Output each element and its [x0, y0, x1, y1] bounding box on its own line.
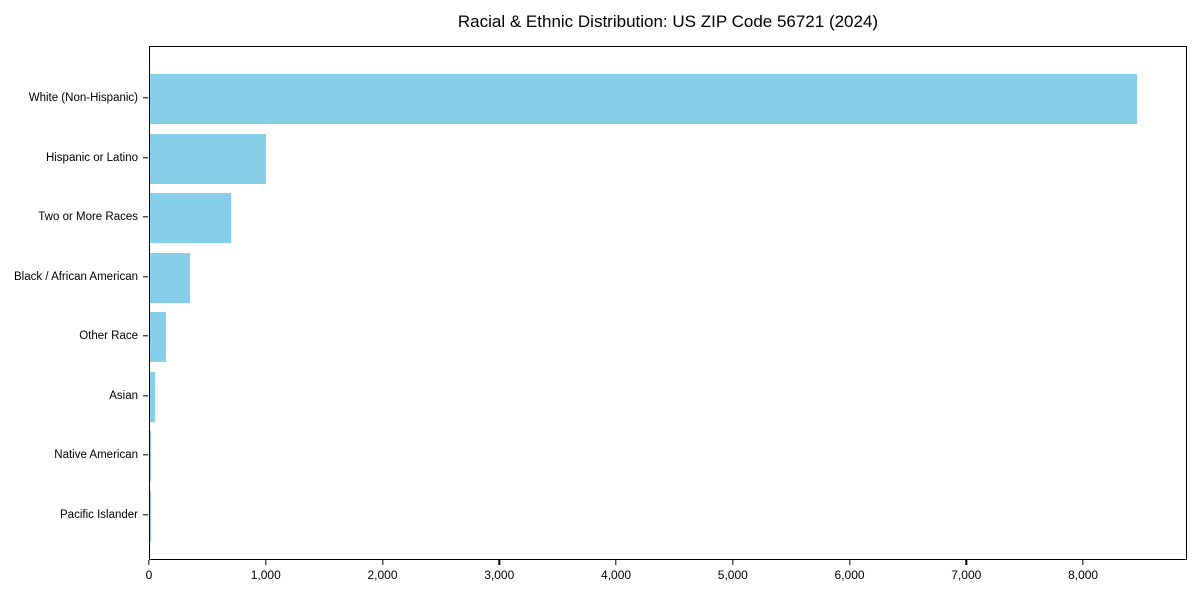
bar	[150, 371, 156, 422]
y-tick-label: Pacific Islander	[60, 508, 138, 521]
y-tick-mark	[143, 275, 148, 278]
y-tick-label: Black / African American	[14, 270, 138, 283]
x-tick-label: 4,000	[601, 568, 632, 582]
y-tick-label: Asian	[109, 389, 138, 402]
bar	[150, 133, 266, 184]
y-tick-mark	[143, 513, 148, 516]
y-tick-mark	[143, 335, 148, 337]
y-tick-label: Hispanic or Latino	[45, 151, 138, 164]
x-tick-mark	[848, 560, 851, 565]
y-tick-mark	[143, 156, 148, 159]
x-tick-label: 5,000	[717, 568, 748, 582]
x-tick-label: 8,000	[1068, 568, 1099, 582]
bar	[150, 193, 232, 243]
x-tick-mark	[965, 560, 968, 565]
x-tick-mark	[498, 560, 500, 565]
chart-title: Racial & Ethnic Distribution: US ZIP Cod…	[457, 12, 879, 31]
y-tick-label: Two or More Races	[38, 211, 138, 223]
plot-area	[149, 46, 1187, 560]
x-tick-mark	[265, 560, 267, 565]
y-tick-mark	[143, 454, 148, 456]
y-tick-label: White (Non-Hispanic)	[28, 92, 138, 104]
x-tick-mark	[381, 560, 384, 565]
x-tick-label: 2,000	[367, 568, 398, 582]
y-tick-label: Other Race	[79, 330, 138, 342]
x-tick-label: 3,000	[484, 568, 515, 582]
bar	[150, 431, 152, 481]
y-tick-label: Native American	[54, 449, 138, 461]
x-tick-mark	[732, 560, 734, 565]
x-tick-mark	[615, 560, 617, 565]
bar	[150, 312, 167, 362]
x-tick-label: 0	[145, 568, 153, 582]
y-tick-mark	[143, 97, 148, 99]
x-tick-label: 6,000	[834, 568, 865, 582]
y-tick-mark	[143, 216, 148, 218]
x-tick-mark	[148, 560, 150, 565]
bar	[150, 252, 191, 303]
bar	[150, 74, 1137, 124]
x-tick-mark	[1082, 560, 1084, 565]
y-tick-mark	[143, 394, 148, 397]
x-tick-label: 7,000	[951, 568, 982, 582]
x-tick-label: 1,000	[250, 568, 281, 582]
